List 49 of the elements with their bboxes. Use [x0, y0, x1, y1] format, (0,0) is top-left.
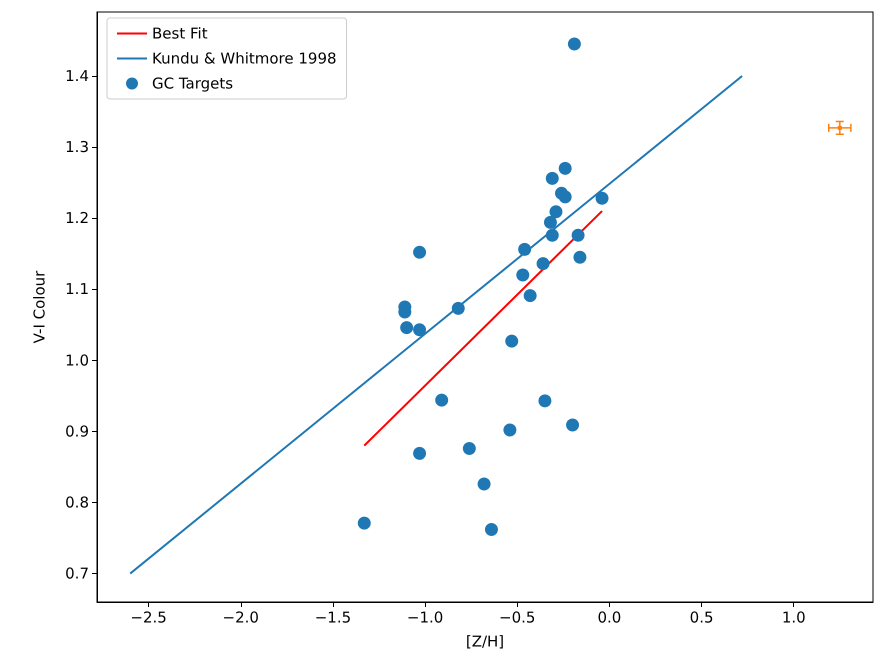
point [478, 478, 491, 490]
point [484, 522, 498, 536]
x-axis-title: [Z/H] [466, 632, 504, 650]
point [596, 192, 609, 205]
point [435, 394, 448, 407]
legend-label: Kundu & Whitmore 1998 [152, 50, 337, 68]
legend-label: GC Targets [152, 74, 234, 92]
point [558, 190, 572, 204]
point [358, 516, 371, 530]
y-tick-label: 1.1 [65, 280, 89, 298]
y-tick-label: 0.9 [65, 422, 89, 440]
y-tick-label: 1.0 [65, 351, 89, 370]
point [524, 289, 537, 302]
point [503, 423, 516, 436]
x-tick-label: −1.5 [314, 608, 352, 626]
point [546, 228, 559, 242]
y-tick-label: 1.3 [65, 138, 89, 156]
y-tick-label: 1.2 [65, 209, 89, 228]
point [544, 216, 557, 229]
point [546, 172, 559, 185]
point [452, 302, 465, 315]
y-axis-title: V-I Colour [30, 270, 48, 344]
x-tick-label: 0.0 [597, 608, 622, 626]
point [558, 162, 572, 175]
y-tick-label: 1.4 [65, 66, 89, 85]
x-tick-label: −0.5 [499, 608, 536, 626]
point [462, 442, 476, 455]
x-tick-label: −1.0 [406, 608, 444, 626]
point [413, 246, 426, 259]
point [518, 242, 532, 256]
point [572, 228, 585, 242]
y-tick-label: 0.8 [65, 493, 89, 512]
point [568, 37, 581, 50]
point [573, 250, 586, 264]
x-tick-label: −2.5 [130, 608, 167, 626]
point [536, 257, 550, 270]
point [549, 205, 562, 218]
x-tick-label: 0.5 [690, 608, 714, 626]
x-tick-label: −2.0 [222, 608, 259, 626]
point [516, 268, 530, 282]
x-tick-label: 1.0 [782, 608, 806, 626]
legend-label: Best Fit [152, 24, 208, 42]
point [505, 334, 518, 348]
point [413, 446, 426, 460]
point [413, 323, 426, 336]
point [400, 321, 414, 334]
point [566, 418, 580, 432]
point [538, 394, 552, 408]
y-tick-label: 0.7 [65, 564, 89, 583]
